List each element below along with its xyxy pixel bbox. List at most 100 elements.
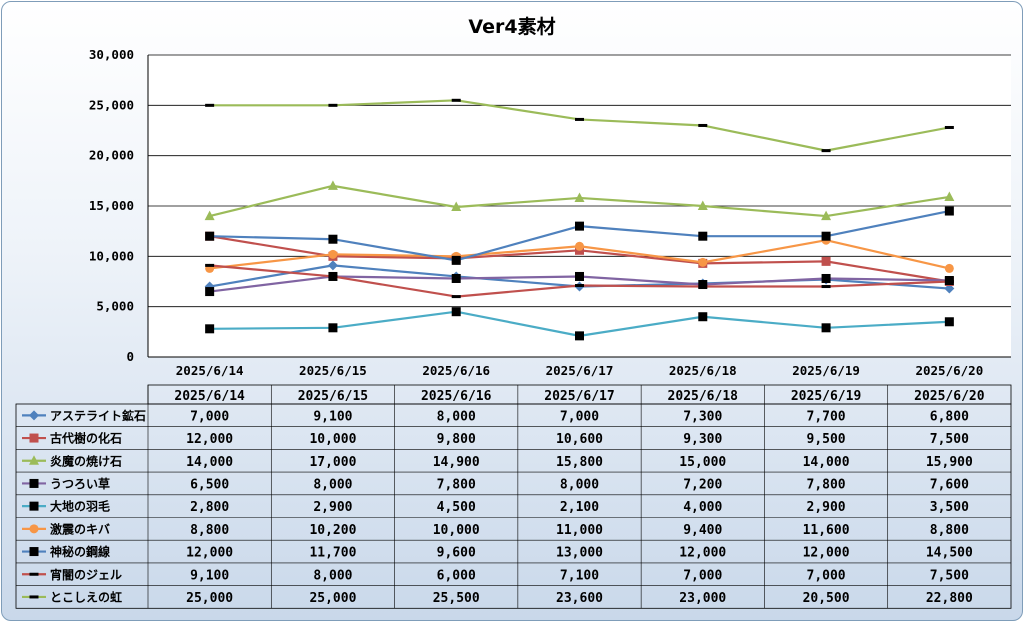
data-point — [451, 273, 461, 283]
table-cell: 7,000 — [190, 409, 229, 424]
data-point — [698, 285, 708, 289]
data-point — [575, 284, 584, 288]
data-point — [451, 255, 461, 265]
data-point — [328, 234, 338, 244]
data-point — [205, 324, 215, 334]
data-point — [575, 221, 584, 231]
table-cell: 11,700 — [309, 546, 356, 561]
table-cell: 8,000 — [313, 477, 352, 492]
table-row: アステライト鉱石 7,000 9,100 8,000 7,000 7,300 7,700 6,… — [22, 408, 969, 424]
table-cell: 10,000 — [433, 523, 480, 538]
gridlines — [147, 54, 1011, 358]
data-point — [944, 191, 955, 201]
table-cell: 25,000 — [309, 591, 356, 606]
table-cell: 9,600 — [437, 546, 476, 561]
y-tick-label: 5,000 — [96, 299, 134, 314]
y-tick-label: 15,000 — [89, 198, 134, 213]
table-cell: 10,000 — [309, 432, 356, 447]
table-row: 神秘の鋼線 12,000 11,700 9,600 13,000 12,000 12,000… — [22, 544, 973, 561]
table-cell: 8,800 — [930, 523, 969, 538]
series-label: うつろい草 — [50, 476, 110, 491]
table-cell: 15,000 — [679, 455, 726, 470]
x-axis-ticks: 2025/6/14 2025/6/15 2025/6/16 2025/6/17 2025… — [176, 363, 983, 378]
table-header-cell: 2025/6/14 — [174, 389, 245, 404]
data-point — [821, 231, 831, 241]
data-point — [821, 285, 831, 289]
table-cell: 23,600 — [556, 591, 603, 606]
data-point — [575, 271, 584, 281]
table-cell: 7,500 — [930, 432, 969, 447]
x-tick-label: 2025/6/20 — [915, 363, 983, 378]
data-point — [575, 241, 584, 251]
data-point — [29, 501, 39, 511]
data-point — [328, 103, 338, 107]
table-cell: 12,000 — [803, 546, 850, 561]
table-header-cell: 2025/6/20 — [914, 389, 985, 404]
table-row: 激震のキバ 8,800 10,200 10,000 11,000 9,400 11,600 8… — [22, 521, 969, 538]
series — [205, 263, 954, 299]
data-point — [821, 149, 831, 153]
table-cell: 2,100 — [560, 500, 599, 515]
x-tick-label: 2025/6/15 — [299, 363, 367, 378]
table-cell: 20,500 — [803, 591, 850, 606]
table-cell: 9,100 — [190, 568, 229, 583]
x-tick-label: 2025/6/18 — [669, 363, 737, 378]
series-label: アステライト鉱石 — [50, 408, 146, 423]
x-tick-label: 2025/6/17 — [546, 363, 614, 378]
table-cell: 9,100 — [313, 409, 352, 424]
table-cell: 2,800 — [190, 500, 229, 515]
y-tick-label: 20,000 — [89, 148, 134, 163]
table-row: うつろい草 6,500 8,000 7,800 8,000 7,200 7,800 7,600 — [22, 476, 969, 492]
data-point — [944, 206, 954, 216]
data-point — [204, 210, 215, 221]
y-tick-label: 30,000 — [89, 47, 134, 62]
y-tick-label: 0 — [126, 349, 134, 364]
table-cell: 7,000 — [683, 568, 722, 583]
table-cell: 4,000 — [683, 500, 722, 515]
data-table: 2025/6/14 2025/6/15 2025/6/16 2025/6/17 2025… — [15, 384, 1012, 609]
table-cell: 7,800 — [807, 477, 846, 492]
table-cell: 11,000 — [556, 523, 603, 538]
table-cell: 12,000 — [679, 546, 726, 561]
table-body-border — [15, 403, 1012, 609]
table-cell: 7,700 — [807, 409, 846, 424]
data-point — [29, 433, 39, 443]
table-cell: 9,800 — [437, 432, 476, 447]
table-cell: 25,000 — [186, 591, 233, 606]
series-label: とこしえの虹 — [50, 589, 122, 604]
x-tick-label: 2025/6/16 — [422, 363, 490, 378]
table-cell: 2,900 — [807, 500, 846, 515]
table-header-cell: 2025/6/16 — [421, 389, 492, 404]
table-cell: 7,300 — [683, 409, 722, 424]
table-cell: 7,500 — [930, 568, 969, 583]
series — [205, 307, 954, 341]
data-point — [575, 331, 584, 341]
series-label: 炎魔の焼け石 — [50, 453, 122, 468]
data-point — [327, 260, 338, 271]
data-point — [821, 323, 831, 333]
data-point — [29, 572, 39, 576]
chart-title: Ver4素材 — [468, 15, 555, 38]
data-point — [698, 123, 708, 127]
table-row: とこしえの虹 25,000 25,000 25,500 23,600 23,000 20,5… — [22, 589, 973, 606]
data-point — [821, 273, 831, 283]
data-point — [698, 312, 708, 322]
table-cell: 7,000 — [807, 568, 846, 583]
data-point — [944, 283, 955, 294]
x-tick-label: 2025/6/14 — [176, 363, 244, 378]
table-cell: 8,000 — [437, 409, 476, 424]
table-header-cell: 2025/6/19 — [791, 389, 861, 404]
data-point — [451, 98, 461, 102]
series-label: 神秘の鋼線 — [50, 544, 110, 559]
table-cell: 14,000 — [186, 455, 233, 470]
series — [205, 206, 954, 265]
table-cell: 6,000 — [437, 568, 476, 583]
table-cell: 7,000 — [560, 409, 599, 424]
table-cell: 11,600 — [803, 523, 850, 538]
data-point — [451, 295, 461, 299]
table-cell: 2,900 — [313, 500, 352, 515]
series — [205, 98, 954, 153]
table-cell: 7,800 — [437, 477, 476, 492]
series-label: 激震のキバ — [50, 521, 110, 536]
data-point — [698, 231, 708, 241]
